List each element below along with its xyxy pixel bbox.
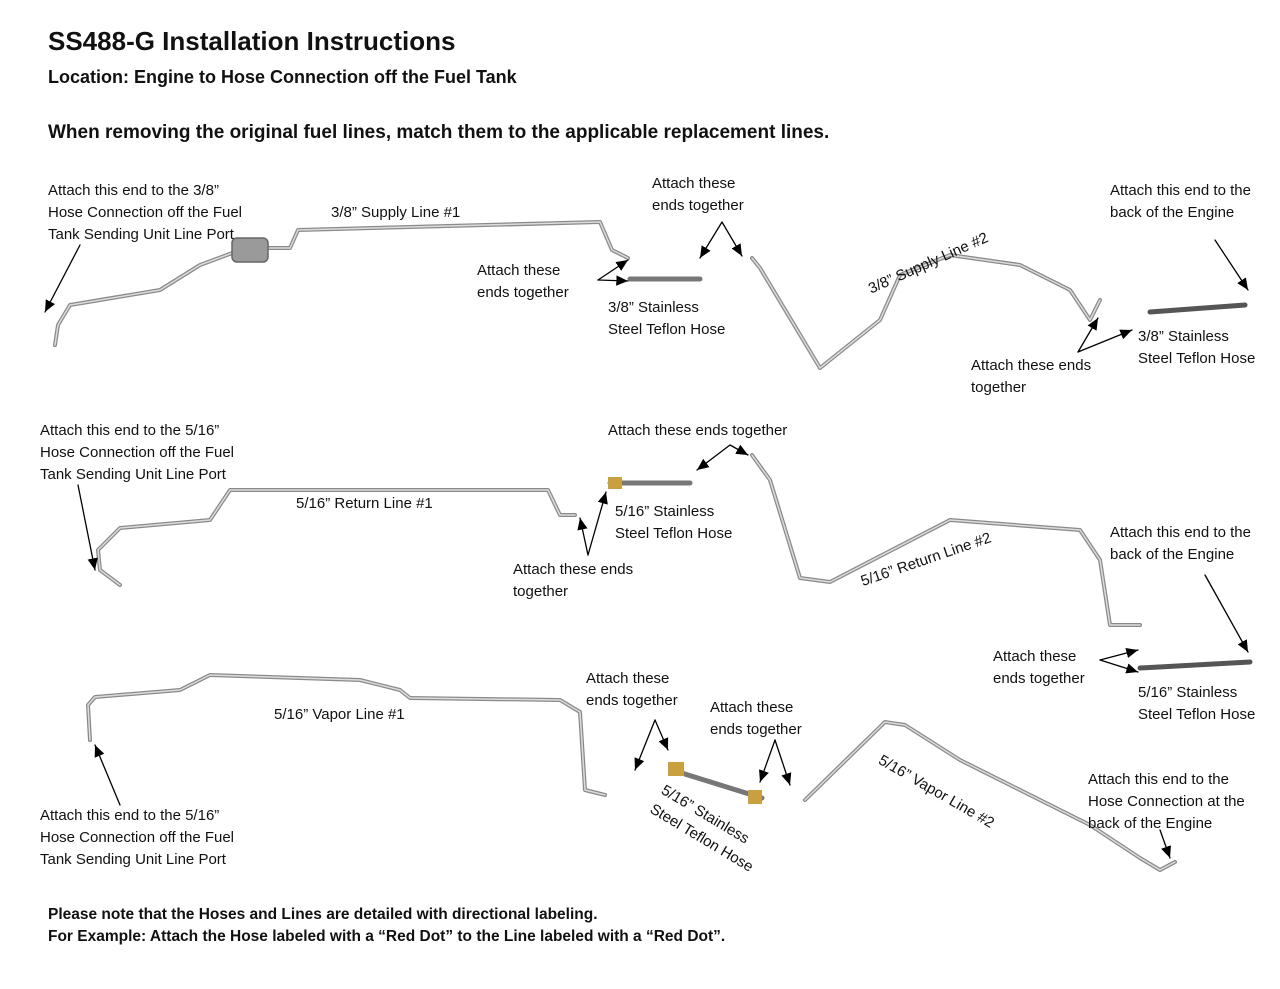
row1-hose1-label: 3/8” Stainless Steel Teflon Hose xyxy=(608,299,726,338)
row2-attach-c-label: Attach these ends together xyxy=(993,648,1085,687)
row1-tank-end-label: Attach this end to the 3/8” Hose Connecti… xyxy=(48,182,243,243)
row2-attach-a-label: Attach these ends together xyxy=(608,422,788,439)
page-title: SS488-G Installation Instructions xyxy=(48,26,456,56)
row2-engine-end-label: Attach this end to the back of the Engine xyxy=(1110,524,1251,563)
vapor-line-1-label: 5/16” Vapor Line #1 xyxy=(274,706,405,723)
instruction-text: When removing the original fuel lines, m… xyxy=(48,122,830,143)
row3-attach-b-label: Attach these ends together xyxy=(710,699,802,738)
row3-tank-end-label: Attach this end to the 5/16” Hose Connect… xyxy=(40,807,235,868)
return-line-1-label: 5/16” Return Line #1 xyxy=(296,495,433,512)
fuel-filter xyxy=(231,237,269,263)
row2-hose1-label: 5/16” Stainless Steel Teflon Hose xyxy=(615,503,733,542)
row2-hose2-label: 5/16” Stainless Steel Teflon Hose xyxy=(1138,684,1256,723)
vapor-line-1 xyxy=(86,673,607,797)
row1-engine-end-label: Attach this end to the back of the Engine xyxy=(1110,182,1251,221)
row2-attach-b-label: Attach these ends together xyxy=(513,561,634,600)
row1-hose2-label: 3/8” Stainless Steel Teflon Hose xyxy=(1138,328,1256,367)
location-subtitle: Location: Engine to Hose Connection off … xyxy=(48,67,517,87)
hose-5-16-c xyxy=(669,767,765,801)
footer-note: Please note that the Hoses and Lines are… xyxy=(48,906,726,945)
row3-attach-a-label: Attach these ends together xyxy=(586,670,678,709)
row1-attach-c-label: Attach these ends together xyxy=(971,357,1092,396)
row1-attach-b-label: Attach these ends together xyxy=(477,262,569,301)
arrows xyxy=(44,221,1249,859)
row2-tank-end-label: Attach this end to the 5/16” Hose Connect… xyxy=(40,422,235,483)
row3-engine-end-label: Attach this end to the Hose Connection at… xyxy=(1088,771,1245,832)
hose-3-8-b xyxy=(1147,302,1248,315)
return-line-2 xyxy=(750,453,1142,627)
hoses xyxy=(607,276,1253,801)
supply-line-1-label: 3/8” Supply Line #1 xyxy=(331,204,461,221)
hose-5-16-b xyxy=(1137,659,1253,671)
row1-attach-a-label: Attach these ends together xyxy=(652,175,744,214)
